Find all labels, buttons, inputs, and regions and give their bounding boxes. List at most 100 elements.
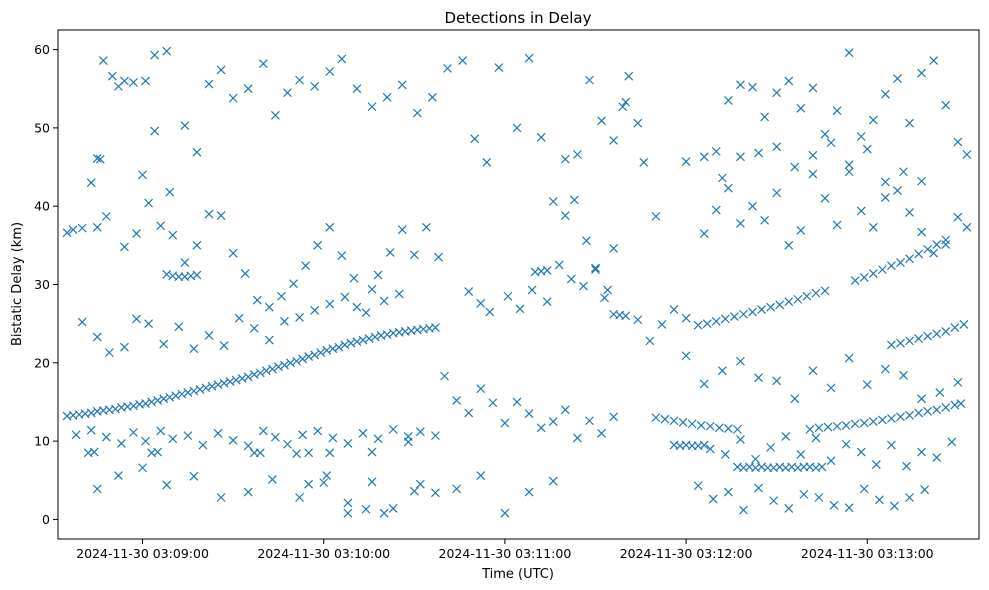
data-point-marker [443, 63, 452, 73]
data-point-marker [645, 336, 655, 346]
data-point-marker [856, 206, 866, 216]
data-point-marker [153, 395, 163, 405]
data-point-marker [733, 424, 742, 434]
data-point-marker [219, 341, 229, 351]
data-point-marker [138, 463, 147, 473]
data-point-marker [524, 53, 534, 63]
data-point-marker [120, 342, 129, 352]
data-point-marker [917, 447, 927, 457]
data-point-marker [512, 123, 522, 133]
data-point-marker [204, 79, 214, 89]
data-point-marker [554, 260, 564, 270]
data-point-marker [228, 248, 238, 258]
data-point-marker [766, 302, 776, 312]
data-point-marker [536, 423, 546, 433]
data-point-marker [597, 116, 606, 126]
data-point-marker [349, 273, 359, 283]
data-point-marker [917, 68, 927, 78]
data-point-marker [820, 129, 830, 139]
data-point-marker [298, 354, 308, 364]
data-point-marker [367, 102, 377, 112]
data-point-marker [548, 417, 558, 426]
data-point-marker [536, 132, 546, 142]
data-point-marker [258, 59, 268, 69]
data-point-marker [165, 392, 175, 402]
data-point-marker [711, 316, 721, 326]
data-point-marker [162, 269, 172, 279]
data-point-marker [373, 434, 383, 444]
data-point-marker [319, 478, 329, 488]
data-point-marker [932, 240, 942, 249]
y-tick-label: 10 [34, 434, 50, 449]
data-point-marker [542, 265, 552, 275]
data-point-marker [325, 222, 335, 232]
data-point-marker [192, 147, 202, 157]
data-point-marker [717, 173, 727, 183]
data-point-marker [560, 211, 570, 221]
data-point-marker [476, 384, 486, 394]
x-tick-label: 2024-11-30 03:11:00 [439, 546, 572, 561]
data-point-marker [464, 287, 474, 296]
data-point-marker [893, 74, 902, 83]
data-point-marker [162, 46, 172, 56]
data-point-marker [687, 419, 697, 429]
data-point-marker [92, 154, 102, 163]
data-point-marker [452, 484, 462, 494]
data-point-marker [862, 144, 872, 154]
data-point-marker [844, 503, 854, 513]
data-point-marker [274, 362, 283, 372]
data-point-marker [790, 394, 800, 404]
data-point-marker [120, 242, 129, 252]
data-point-marker [856, 447, 866, 457]
data-point-marker [370, 332, 380, 342]
data-point-marker [150, 50, 160, 60]
data-point-marker [826, 138, 836, 148]
data-point-marker [917, 227, 927, 237]
data-point-marker [340, 340, 350, 350]
data-point-marker [189, 386, 199, 396]
data-point-marker [902, 461, 911, 471]
data-point-marker [920, 485, 930, 495]
data-point-marker [633, 118, 643, 128]
y-tick-label: 30 [34, 277, 50, 292]
data-point-marker [820, 286, 830, 296]
axes-ticks: 2024-11-30 03:09:00 2024-11-30 03:10:00 20… [34, 42, 934, 561]
data-point-marker [784, 297, 794, 307]
data-point-marker [796, 450, 806, 459]
chart-title: Detections in Delay [445, 9, 592, 27]
data-point-marker [213, 380, 223, 390]
data-point-marker [503, 291, 513, 301]
data-point-marker [941, 327, 951, 336]
data-point-marker [482, 157, 492, 167]
data-point-marker [874, 495, 884, 505]
data-point-marker [748, 201, 757, 211]
data-point-marker [699, 379, 709, 389]
data-point-marker [113, 471, 123, 480]
data-point-marker [295, 75, 304, 85]
data-point-marker [585, 75, 594, 85]
y-tick-label: 50 [34, 120, 50, 135]
y-tick-label: 60 [34, 42, 50, 57]
data-point-marker [243, 84, 253, 94]
data-point-marker [280, 316, 289, 326]
data-point-marker [292, 449, 301, 459]
data-point-marker [905, 410, 914, 420]
data-point-marker [183, 388, 193, 397]
data-point-marker [796, 226, 806, 235]
data-point-marker [618, 102, 628, 112]
data-point-marker [361, 504, 371, 514]
data-point-marker [132, 229, 141, 239]
data-point-marker [180, 121, 190, 130]
data-point-marker [578, 281, 588, 291]
data-point-marker [283, 439, 292, 449]
data-point-marker [243, 441, 253, 451]
data-point-marker [71, 430, 81, 440]
data-point-marker [129, 78, 138, 87]
data-point-marker [358, 428, 368, 438]
data-point-marker [880, 89, 890, 99]
data-point-marker [739, 505, 748, 515]
data-point-marker [189, 344, 199, 354]
data-point-marker [159, 339, 169, 349]
data-point-marker [932, 329, 942, 339]
data-point-marker [428, 92, 437, 102]
